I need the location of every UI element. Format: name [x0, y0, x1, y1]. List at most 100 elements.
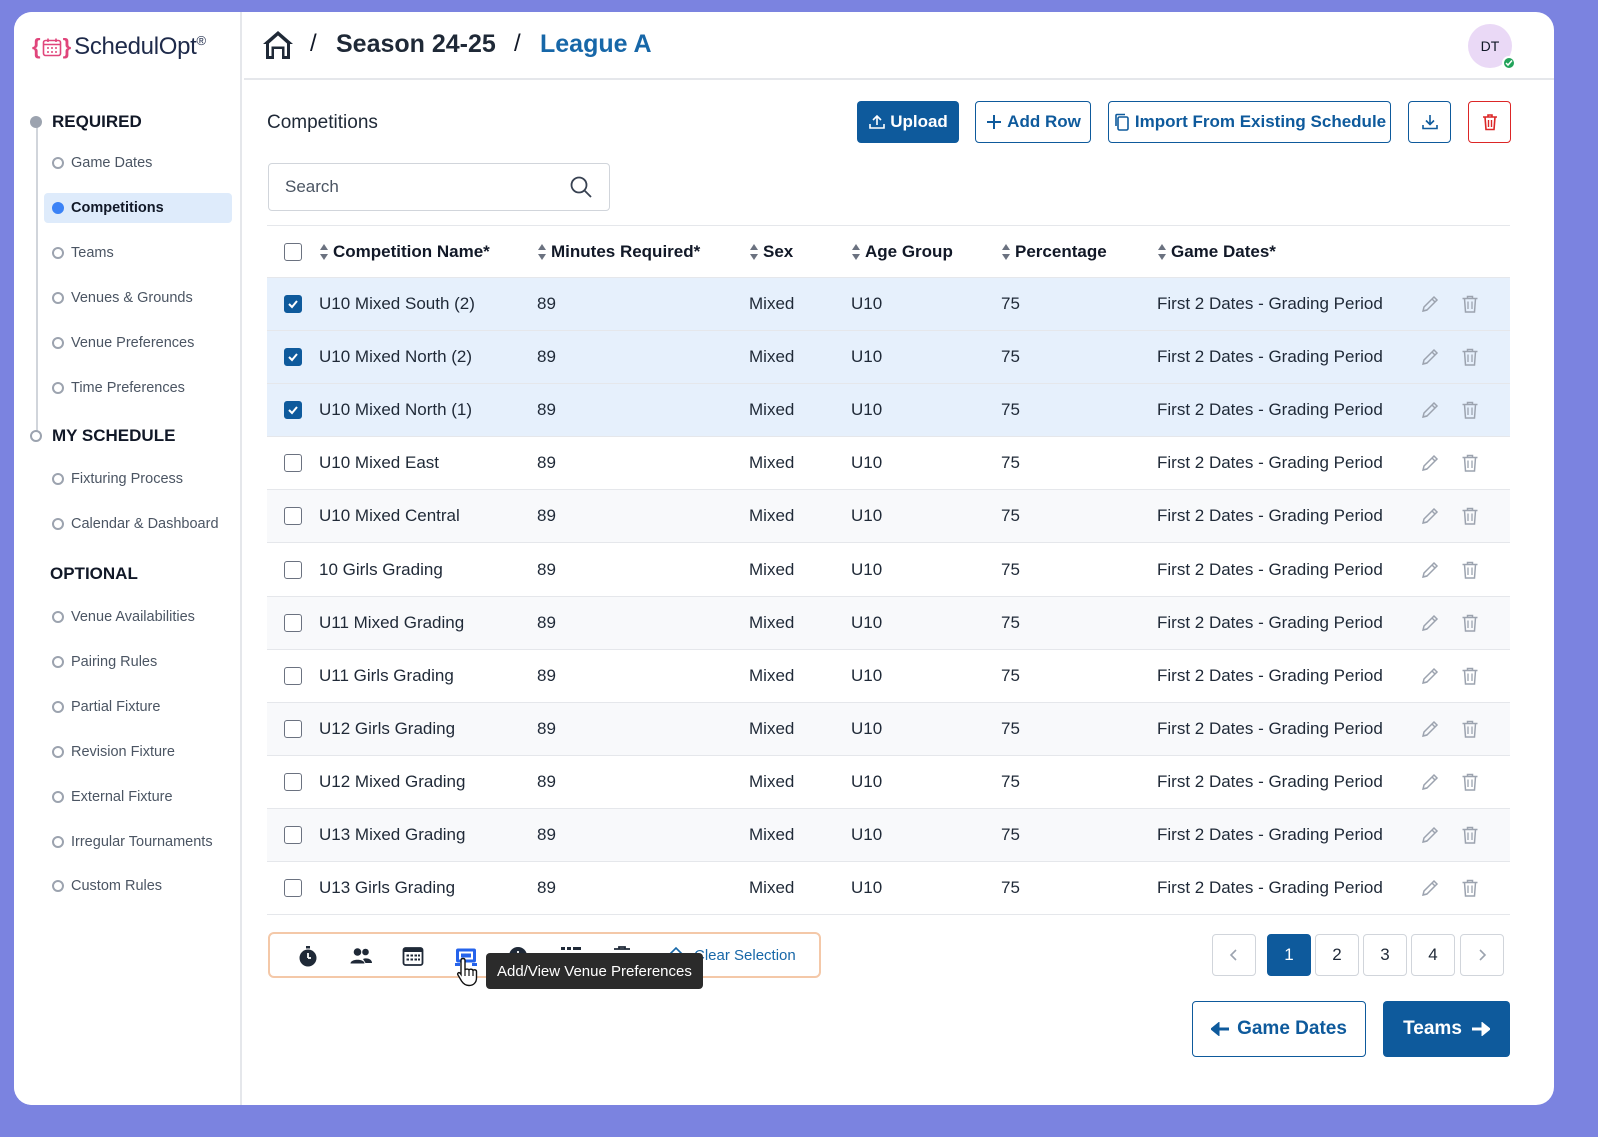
- edit-icon[interactable]: [1419, 293, 1441, 315]
- stopwatch-icon[interactable]: [296, 944, 320, 968]
- search-box: [268, 163, 610, 211]
- edit-icon[interactable]: [1419, 718, 1441, 740]
- edit-icon[interactable]: [1419, 559, 1441, 581]
- sidebar-item-game-dates[interactable]: Game Dates: [44, 148, 232, 178]
- pagination-page[interactable]: 1: [1267, 934, 1311, 976]
- edit-icon[interactable]: [1419, 771, 1441, 793]
- trash-icon[interactable]: [1459, 665, 1481, 687]
- home-icon[interactable]: [261, 28, 295, 62]
- table-row[interactable]: U10 Mixed South (2) 89 Mixed U10 75 First 2 D…: [267, 278, 1510, 332]
- row-checkbox[interactable]: [284, 507, 302, 526]
- edit-icon[interactable]: [1419, 665, 1441, 687]
- column-header-minutes[interactable]: Minutes Required*: [537, 242, 749, 262]
- import-schedule-button[interactable]: Import From Existing Schedule: [1108, 101, 1391, 143]
- row-checkbox[interactable]: [284, 613, 302, 632]
- edit-icon[interactable]: [1419, 612, 1441, 634]
- sort-icon: [1002, 243, 1010, 260]
- row-checkbox[interactable]: [284, 666, 302, 685]
- trash-icon[interactable]: [1459, 718, 1481, 740]
- time-slots-icon[interactable]: [559, 944, 583, 968]
- app-window: { } SchedulOpt® REQUIRED Game Dates Compe…: [14, 12, 1554, 1105]
- breadcrumb-season[interactable]: Season 24-25: [336, 30, 496, 58]
- column-header-age-group[interactable]: Age Group: [851, 242, 1001, 262]
- table-row[interactable]: U12 Girls Grading 89 Mixed U10 75 First 2 Dat…: [267, 702, 1510, 756]
- calendar-grid-icon[interactable]: [401, 944, 425, 968]
- upload-button[interactable]: Upload: [857, 101, 959, 143]
- row-checkbox[interactable]: [284, 454, 302, 473]
- trash-icon[interactable]: [1459, 612, 1481, 634]
- table-row[interactable]: U12 Mixed Grading 89 Mixed U10 75 First 2 Dat…: [267, 756, 1510, 809]
- add-row-button[interactable]: Add Row: [975, 101, 1091, 143]
- edit-icon[interactable]: [1419, 824, 1441, 846]
- table-row[interactable]: U13 Mixed Grading 89 Mixed U10 75 First 2 Dat…: [267, 808, 1510, 863]
- sidebar-item-pairing-rules[interactable]: Pairing Rules: [44, 647, 232, 677]
- delete-all-button[interactable]: [1468, 101, 1511, 143]
- edit-icon[interactable]: [1419, 877, 1441, 899]
- sidebar-item-teams[interactable]: Teams: [44, 238, 232, 268]
- column-header-percentage[interactable]: Percentage: [1001, 242, 1157, 262]
- row-checkbox[interactable]: [284, 879, 302, 898]
- sidebar-item-revision-fixture[interactable]: Revision Fixture: [44, 737, 232, 767]
- users-icon[interactable]: [349, 944, 373, 968]
- pagination-next[interactable]: [1460, 934, 1504, 976]
- sidebar-item-time-preferences[interactable]: Time Preferences: [44, 373, 232, 403]
- table-row[interactable]: U10 Mixed East 89 Mixed U10 75 First 2 Dates …: [267, 437, 1510, 491]
- trash-icon[interactable]: [1459, 452, 1481, 474]
- sidebar-item-custom-rules[interactable]: Custom Rules: [44, 871, 232, 901]
- sidebar-item-fixturing-process[interactable]: Fixturing Process: [44, 464, 232, 494]
- trash-icon[interactable]: [1459, 293, 1481, 315]
- trash-icon[interactable]: [1459, 559, 1481, 581]
- table-row[interactable]: 10 Girls Grading 89 Mixed U10 75 First 2 Date…: [267, 543, 1510, 597]
- edit-icon[interactable]: [1419, 505, 1441, 527]
- trash-icon[interactable]: [1459, 877, 1481, 899]
- clear-selection-icon[interactable]: [664, 944, 688, 968]
- column-header-game-dates[interactable]: Game Dates*: [1157, 242, 1419, 262]
- row-checkbox[interactable]: [284, 825, 302, 844]
- sidebar-item-partial-fixture[interactable]: Partial Fixture: [44, 692, 232, 722]
- table-row[interactable]: U11 Mixed Grading 89 Mixed U10 75 First 2 Dat…: [267, 596, 1510, 650]
- sidebar-item-external-fixture[interactable]: External Fixture: [44, 782, 232, 812]
- search-input[interactable]: [285, 177, 569, 197]
- trash-icon[interactable]: [1459, 505, 1481, 527]
- row-checkbox[interactable]: [284, 401, 302, 420]
- sidebar-item-venue-preferences[interactable]: Venue Preferences: [44, 328, 232, 358]
- edit-icon[interactable]: [1419, 452, 1441, 474]
- row-checkbox[interactable]: [284, 295, 302, 314]
- edit-icon[interactable]: [1419, 346, 1441, 368]
- table-row[interactable]: U10 Mixed North (1) 89 Mixed U10 75 First 2 D…: [267, 384, 1510, 438]
- pagination-page[interactable]: 4: [1411, 934, 1455, 976]
- trash-icon[interactable]: [610, 944, 634, 968]
- user-avatar[interactable]: DT: [1468, 24, 1516, 70]
- sidebar-item-irregular-tournaments[interactable]: Irregular Tournaments: [44, 827, 232, 857]
- table-row[interactable]: U10 Mixed North (2) 89 Mixed U10 75 First 2 D…: [267, 331, 1510, 385]
- row-checkbox[interactable]: [284, 560, 302, 579]
- row-checkbox[interactable]: [284, 719, 302, 738]
- next-step-button[interactable]: Teams: [1383, 1001, 1510, 1057]
- row-checkbox[interactable]: [284, 772, 302, 791]
- section-dot-icon: [30, 430, 42, 442]
- clear-selection-link[interactable]: Clear Selection: [694, 947, 796, 964]
- sidebar-item-venue-availabilities[interactable]: Venue Availabilities: [44, 602, 232, 632]
- column-header-name[interactable]: Competition Name*: [319, 242, 537, 262]
- trash-icon[interactable]: [1459, 824, 1481, 846]
- pagination-page[interactable]: 3: [1363, 934, 1407, 976]
- table-row[interactable]: U13 Girls Grading 89 Mixed U10 75 First 2 Dat…: [267, 862, 1510, 916]
- download-button[interactable]: [1408, 101, 1451, 143]
- previous-step-button[interactable]: Game Dates: [1192, 1001, 1366, 1057]
- trash-icon[interactable]: [1459, 346, 1481, 368]
- sidebar-item-competitions[interactable]: Competitions: [44, 192, 232, 223]
- column-header-sex[interactable]: Sex: [749, 242, 851, 262]
- cell-age-group: U10: [851, 878, 883, 898]
- search-icon[interactable]: [569, 175, 593, 199]
- edit-icon[interactable]: [1419, 399, 1441, 421]
- sidebar-item-calendar-and-dashboard[interactable]: Calendar & Dashboard: [44, 509, 232, 539]
- table-row[interactable]: U10 Mixed Central 89 Mixed U10 75 First 2 Dat…: [267, 490, 1510, 544]
- pagination-page[interactable]: 2: [1315, 934, 1359, 976]
- trash-icon[interactable]: [1459, 771, 1481, 793]
- pagination-prev[interactable]: [1212, 934, 1256, 976]
- table-row[interactable]: U11 Girls Grading 89 Mixed U10 75 First 2 Dat…: [267, 650, 1510, 703]
- row-checkbox[interactable]: [284, 348, 302, 367]
- sidebar-item-venues-and-grounds[interactable]: Venues & Grounds: [44, 283, 232, 313]
- select-all-checkbox[interactable]: [284, 242, 302, 261]
- trash-icon[interactable]: [1459, 399, 1481, 421]
